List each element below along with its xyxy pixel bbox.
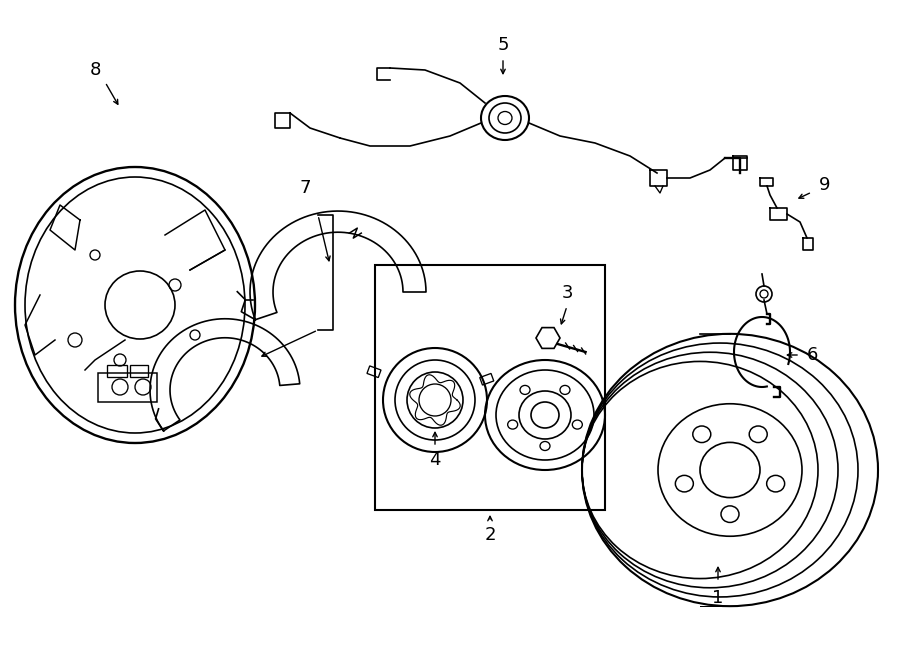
- Bar: [375, 265, 605, 510]
- Text: 8: 8: [89, 61, 101, 79]
- Text: 6: 6: [806, 346, 818, 364]
- Bar: [130, 365, 148, 377]
- Text: 7: 7: [299, 179, 310, 197]
- Text: 5: 5: [497, 36, 508, 54]
- Text: 9: 9: [819, 176, 831, 194]
- Text: 2: 2: [484, 526, 496, 544]
- Text: 1: 1: [712, 589, 724, 607]
- Bar: [107, 365, 127, 377]
- Bar: [367, 366, 381, 377]
- Bar: [480, 373, 494, 385]
- Text: 4: 4: [429, 451, 441, 469]
- Text: 3: 3: [562, 284, 572, 302]
